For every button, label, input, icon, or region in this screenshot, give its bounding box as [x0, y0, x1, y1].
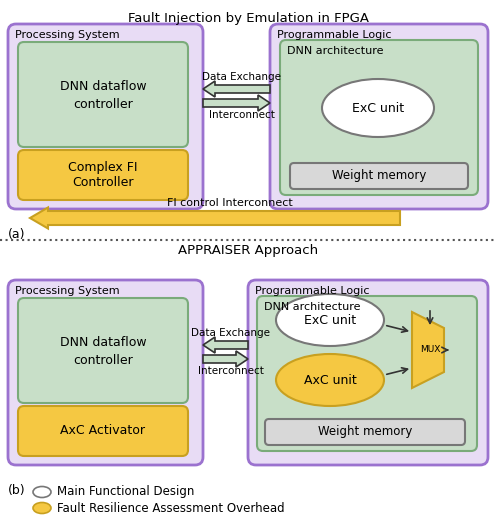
Text: Complex FI: Complex FI	[68, 160, 138, 174]
Text: AxC unit: AxC unit	[304, 373, 356, 387]
FancyBboxPatch shape	[248, 280, 488, 465]
FancyBboxPatch shape	[18, 150, 188, 200]
Text: DNN architecture: DNN architecture	[264, 302, 361, 312]
Text: Main Functional Design: Main Functional Design	[57, 485, 194, 499]
Text: ExC unit: ExC unit	[304, 313, 356, 327]
Text: Interconnect: Interconnect	[197, 366, 263, 376]
Text: Data Exchange: Data Exchange	[191, 328, 270, 338]
Text: DNN dataflow: DNN dataflow	[60, 336, 146, 349]
Text: (a): (a)	[8, 228, 25, 241]
Text: (b): (b)	[8, 484, 26, 497]
Ellipse shape	[33, 502, 51, 513]
Polygon shape	[203, 81, 270, 97]
FancyBboxPatch shape	[18, 298, 188, 403]
Text: DNN dataflow: DNN dataflow	[60, 80, 146, 93]
FancyBboxPatch shape	[8, 24, 203, 209]
FancyBboxPatch shape	[290, 163, 468, 189]
Text: Programmable Logic: Programmable Logic	[277, 30, 391, 40]
Text: DNN architecture: DNN architecture	[287, 46, 383, 56]
Text: Data Exchange: Data Exchange	[202, 72, 281, 82]
Polygon shape	[203, 351, 248, 367]
Text: Controller: Controller	[72, 177, 134, 189]
Text: Weight memory: Weight memory	[332, 169, 426, 183]
Text: FI control Interconnect: FI control Interconnect	[167, 198, 293, 208]
Text: controller: controller	[73, 98, 133, 111]
Text: Fault Resilience Assessment Overhead: Fault Resilience Assessment Overhead	[57, 501, 285, 514]
Text: Interconnect: Interconnect	[208, 110, 274, 120]
FancyBboxPatch shape	[280, 40, 478, 195]
FancyBboxPatch shape	[257, 296, 477, 451]
Text: Weight memory: Weight memory	[318, 426, 412, 439]
Text: Processing System: Processing System	[15, 30, 120, 40]
FancyBboxPatch shape	[270, 24, 488, 209]
FancyBboxPatch shape	[8, 280, 203, 465]
Ellipse shape	[276, 294, 384, 346]
Text: MUX: MUX	[420, 346, 440, 355]
Polygon shape	[30, 207, 400, 228]
Polygon shape	[412, 312, 444, 388]
Ellipse shape	[322, 79, 434, 137]
Text: ExC unit: ExC unit	[352, 102, 404, 115]
Text: Programmable Logic: Programmable Logic	[255, 286, 370, 296]
FancyBboxPatch shape	[18, 42, 188, 147]
FancyBboxPatch shape	[18, 406, 188, 456]
FancyBboxPatch shape	[265, 419, 465, 445]
Text: Processing System: Processing System	[15, 286, 120, 296]
Ellipse shape	[33, 487, 51, 498]
Text: controller: controller	[73, 354, 133, 367]
Text: APPRAISER Approach: APPRAISER Approach	[178, 244, 318, 257]
Text: Fault Injection by Emulation in FPGA: Fault Injection by Emulation in FPGA	[127, 12, 369, 25]
Polygon shape	[203, 95, 270, 111]
Text: AxC Activator: AxC Activator	[61, 424, 145, 438]
Ellipse shape	[276, 354, 384, 406]
Polygon shape	[203, 337, 248, 353]
